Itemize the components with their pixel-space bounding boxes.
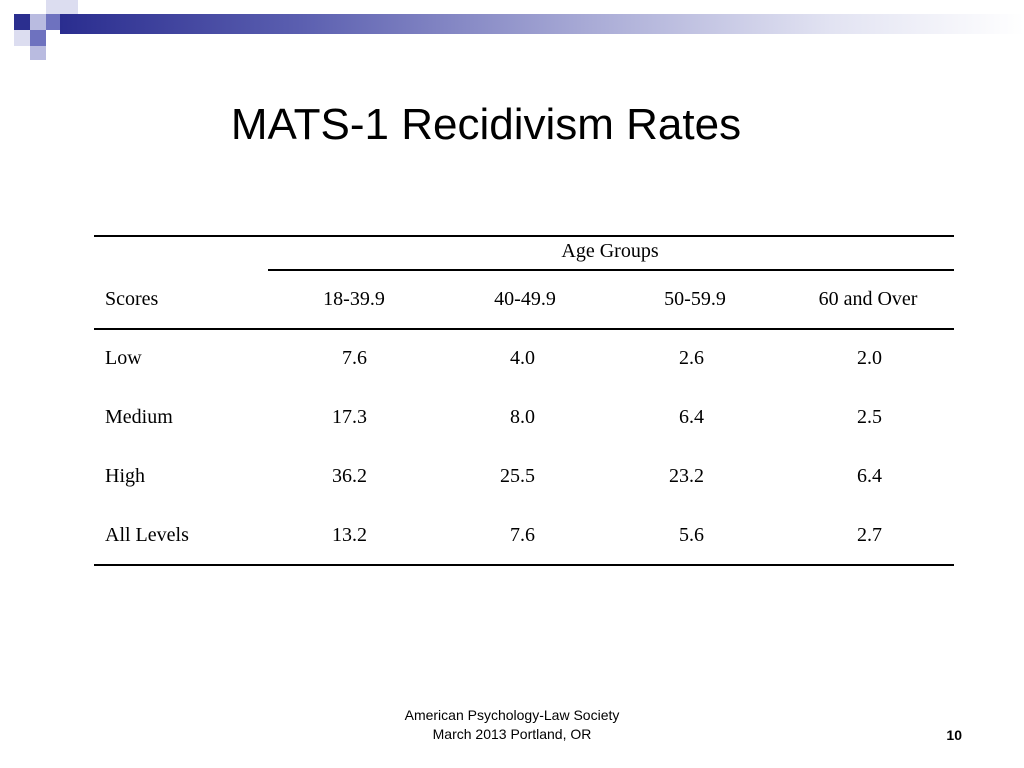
table-cell: 17.3 (332, 406, 367, 428)
banner-square (30, 46, 46, 60)
footer-event: March 2013 Portland, OR (432, 726, 592, 742)
banner-square (30, 30, 46, 46)
age-groups-header: Age Groups (561, 240, 659, 262)
banner-square (30, 14, 46, 30)
column-header: 50-59.9 (664, 288, 726, 310)
banner-square (46, 0, 62, 14)
banner-square (62, 0, 78, 14)
table-cell: 23.2 (669, 465, 704, 487)
table-cell: 2.0 (857, 347, 882, 369)
column-header: 18-39.9 (323, 288, 385, 310)
table-group-rule (268, 269, 954, 271)
slide-title: MATS-1 Recidivism Rates (230, 100, 742, 149)
table-header-rule (94, 328, 954, 330)
table-cell: 2.6 (679, 347, 704, 369)
column-header: 60 and Over (818, 288, 918, 310)
footer-organization: American Psychology-Law Society (404, 707, 620, 723)
table-cell: 25.5 (500, 465, 535, 487)
column-header: 40-49.9 (494, 288, 556, 310)
table-top-rule (94, 235, 954, 237)
page-number: 10 (946, 727, 962, 743)
table-cell: 7.6 (342, 347, 367, 369)
table-cell: 4.0 (510, 347, 535, 369)
banner-square (46, 14, 60, 30)
banner-square (14, 14, 30, 30)
banner-gradient-bar (60, 14, 1024, 34)
table-cell: 36.2 (332, 465, 367, 487)
table-cell: 6.4 (679, 406, 704, 428)
row-header-label: Scores (105, 288, 159, 310)
table-cell: 13.2 (332, 524, 367, 546)
row-label: All Levels (105, 524, 189, 546)
table-cell: 7.6 (510, 524, 535, 546)
row-label: Low (105, 347, 142, 369)
table-cell: 2.5 (857, 406, 882, 428)
row-label: High (105, 465, 145, 487)
table-bottom-rule (94, 564, 954, 566)
header-banner (0, 0, 1024, 62)
table-cell: 8.0 (510, 406, 535, 428)
table-cell: 2.7 (857, 524, 882, 546)
banner-square (14, 30, 30, 46)
table-cell: 5.6 (679, 524, 704, 546)
row-label: Medium (105, 406, 173, 428)
slide-footer: American Psychology-Law Society March 20… (0, 706, 1024, 744)
table-cell: 6.4 (857, 465, 882, 487)
